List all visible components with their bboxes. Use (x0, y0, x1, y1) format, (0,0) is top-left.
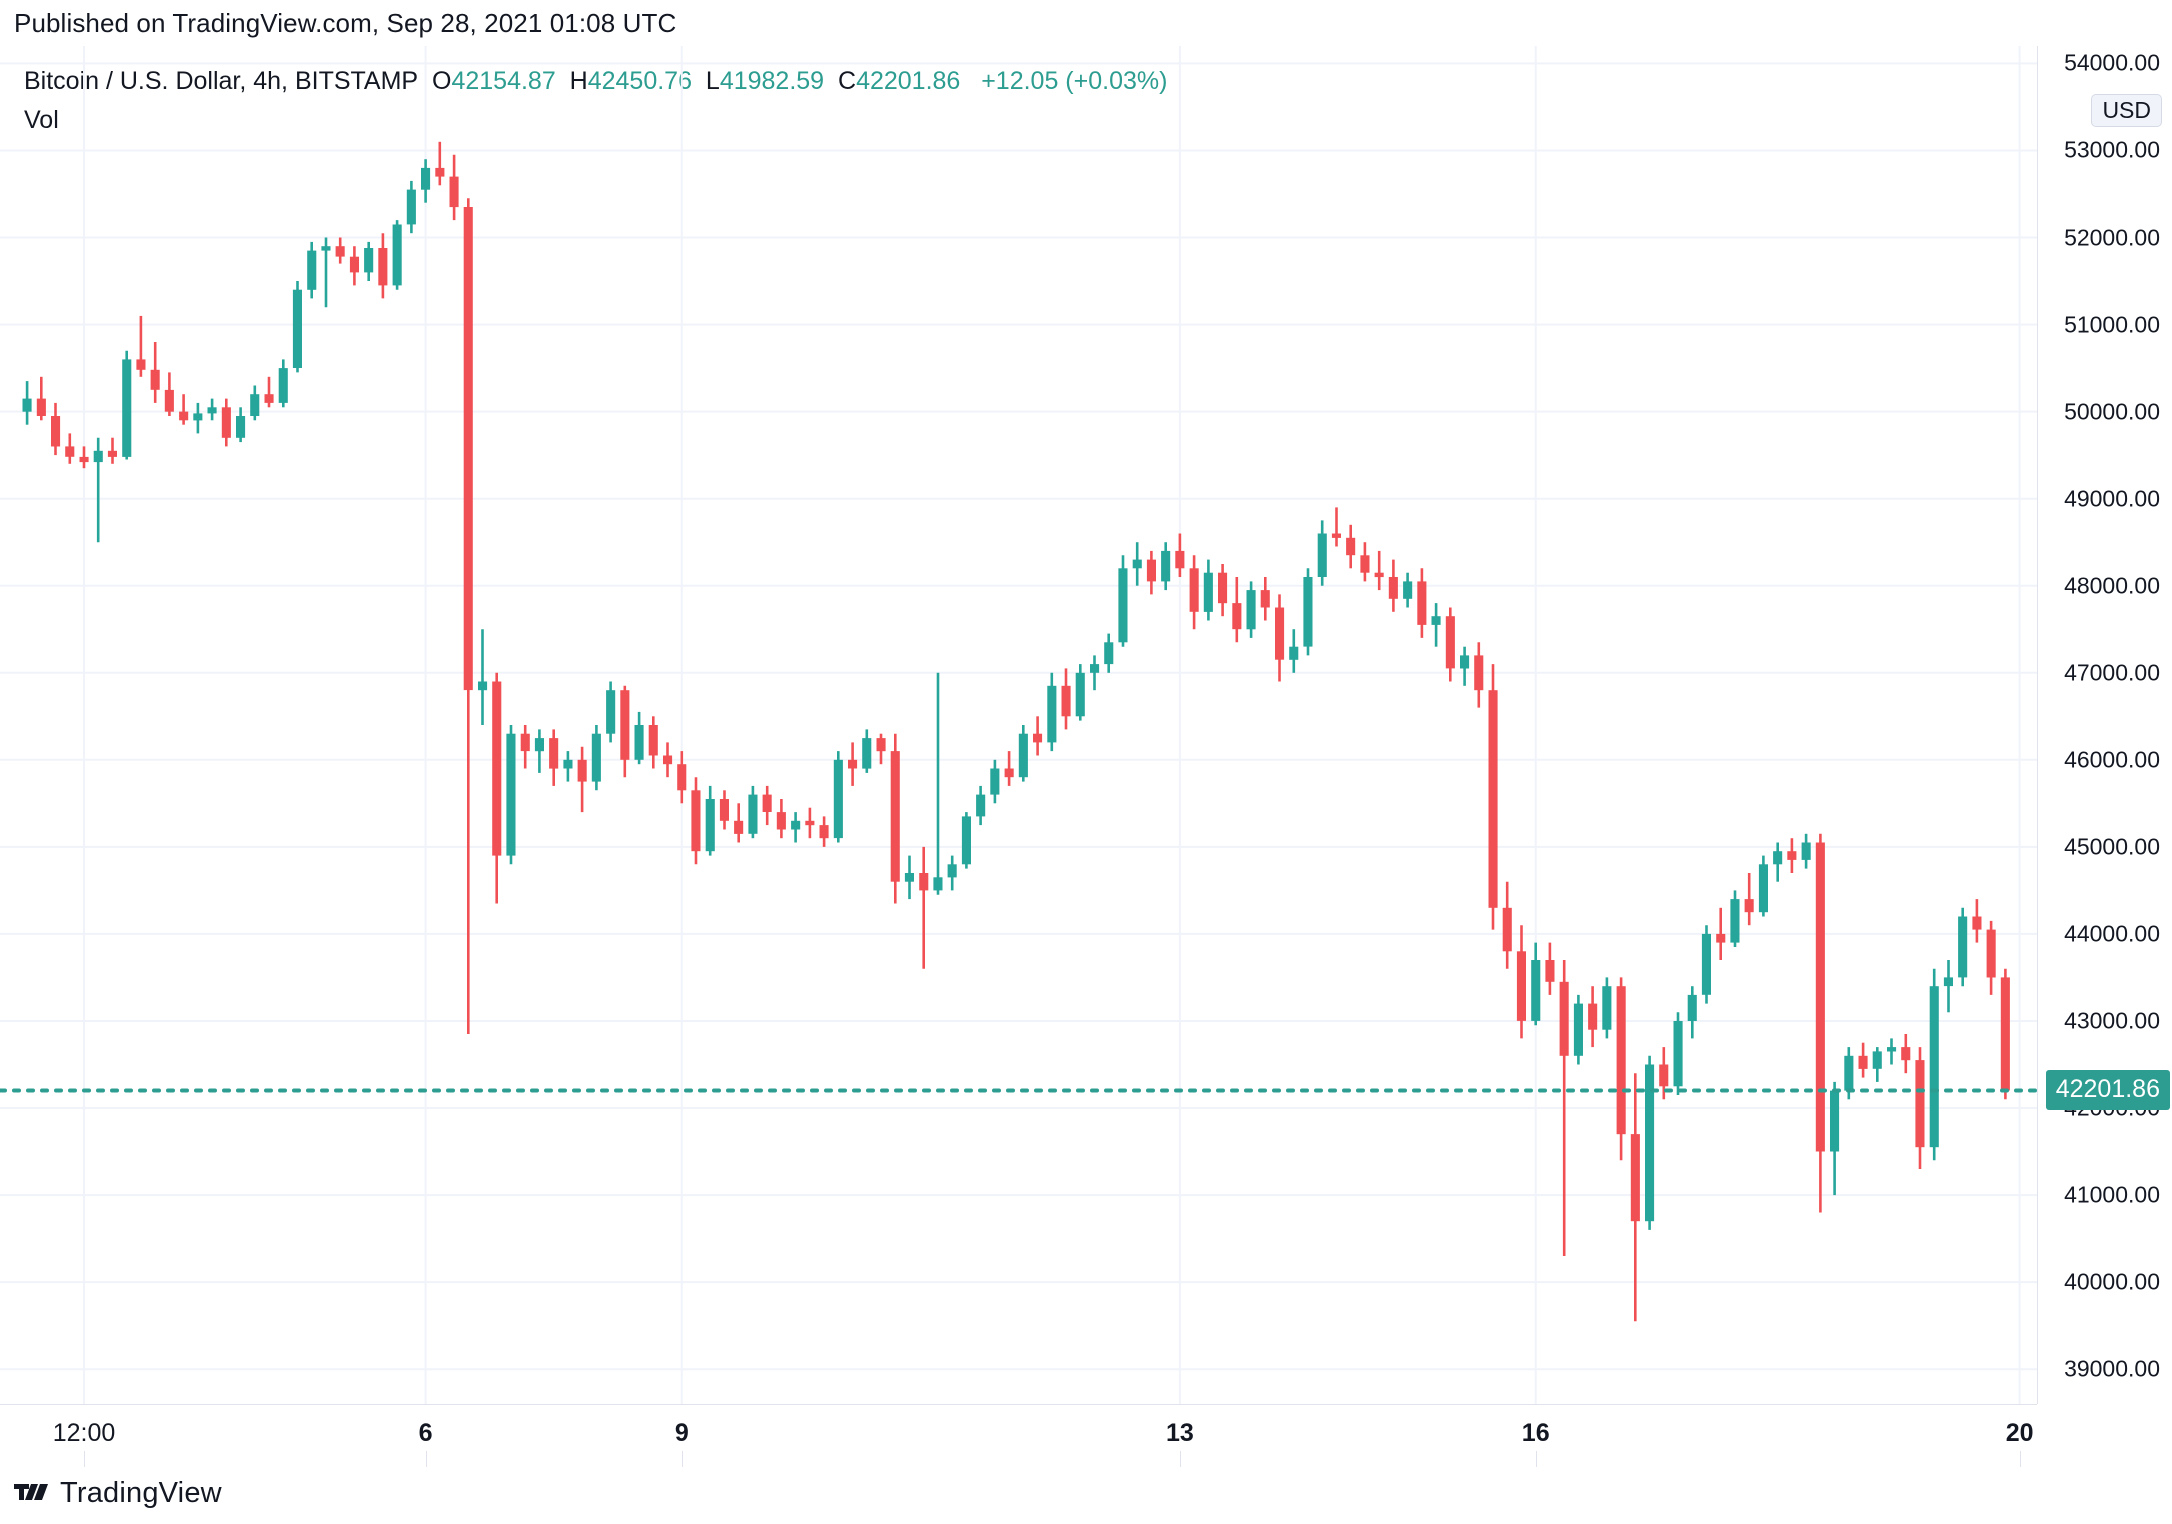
volume-legend-label: Vol (24, 106, 59, 134)
price-axis-tick: 39000.00 (2064, 1355, 2160, 1382)
time-axis-tick-mark (681, 1451, 683, 1467)
price-axis-tick: 41000.00 (2064, 1181, 2160, 1208)
legend-high-label: H (569, 67, 588, 95)
price-axis-tick: 45000.00 (2064, 833, 2160, 860)
last-price-badge: 42201.86 (2045, 1070, 2170, 1111)
legend-close-label: C (838, 67, 857, 95)
time-axis-tick: 12:00 (52, 1419, 116, 1447)
price-axis-tick: 40000.00 (2064, 1268, 2160, 1295)
legend-open-value: 42154.87 (451, 67, 556, 95)
time-axis-tick-mark (2019, 1451, 2021, 1467)
price-axis-tick: 47000.00 (2064, 659, 2160, 686)
published-caption: Published on TradingView.com, Sep 28, 20… (14, 8, 677, 38)
legend-change: +12.05 (+0.03%) (981, 67, 1168, 95)
currency-badge: USD (2091, 94, 2162, 127)
legend-symbol: Bitcoin / U.S. Dollar, 4h, BITSTAMP (24, 67, 419, 95)
time-axis-tick: 9 (674, 1419, 689, 1447)
price-axis-tick: 49000.00 (2064, 485, 2160, 512)
tradingview-mark-icon (14, 1483, 48, 1500)
price-axis-tick: 53000.00 (2064, 136, 2160, 163)
price-axis[interactable]: USD 54000.00 53000.00 52000.00 51000.00 5000… (2037, 46, 2172, 1404)
price-axis-tick: 52000.00 (2064, 224, 2160, 250)
legend-low-value: 41982.59 (719, 67, 825, 95)
price-axis-tick: 54000.00 (2064, 49, 2160, 76)
time-axis-tick-mark (1179, 1451, 1181, 1467)
legend-open-label: O (432, 67, 452, 95)
price-axis-tick: 44000.00 (2064, 920, 2160, 947)
time-axis-tick: 16 (1521, 1419, 1550, 1447)
time-axis-tick: 20 (2005, 1419, 2034, 1447)
price-axis-tick: 51000.00 (2064, 311, 2160, 338)
legend-close-value: 42201.86 (856, 67, 961, 95)
legend-high-value: 42450.76 (587, 67, 692, 95)
time-axis-tick-mark (425, 1451, 427, 1467)
time-axis-tick: 13 (1165, 1419, 1194, 1447)
time-axis-divider (0, 1404, 2037, 1405)
time-axis-tick-mark (84, 1451, 85, 1467)
price-axis-tick: 48000.00 (2064, 572, 2160, 599)
legend-low-label: L (705, 67, 720, 95)
chart-legend: Bitcoin / U.S. Dollar, 4h, BITSTAMP O421… (24, 66, 1167, 97)
candlestick-plot-area[interactable] (0, 46, 2037, 1404)
price-axis-tick: 43000.00 (2064, 1007, 2160, 1034)
price-axis-tick: 46000.00 (2064, 746, 2160, 773)
tradingview-logo: TradingView (14, 1477, 222, 1510)
time-axis-tick-mark (1535, 1451, 1537, 1467)
tradingview-wordmark: TradingView (60, 1477, 222, 1509)
candlestick-svg (0, 46, 2037, 1404)
time-axis-tick: 6 (418, 1419, 433, 1447)
time-axis[interactable]: 12:00691316202327 (0, 1405, 2037, 1467)
price-axis-tick: 50000.00 (2064, 398, 2160, 425)
